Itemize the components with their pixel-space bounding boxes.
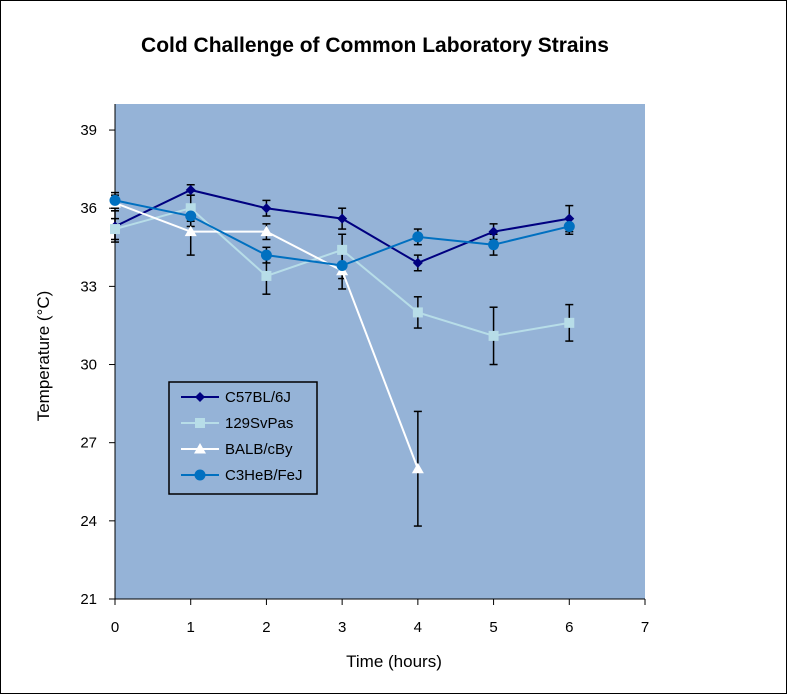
- data-point: [488, 226, 499, 237]
- y-tick-label: 36: [80, 200, 97, 217]
- data-point: [564, 317, 575, 328]
- data-point: [261, 203, 272, 214]
- data-point: [412, 257, 423, 268]
- series-layer: [109, 184, 575, 527]
- y-axis-label: Temperature (°C): [34, 291, 53, 422]
- x-tick-label: 6: [565, 619, 573, 636]
- data-point: [488, 330, 499, 341]
- data-point: [260, 225, 273, 237]
- y-tick-label: 24: [80, 513, 97, 530]
- legend-item: BALB/cBy: [181, 441, 293, 458]
- data-point: [488, 239, 500, 251]
- y-tick-label: 30: [80, 357, 97, 374]
- legend-swatch-marker: [195, 418, 205, 428]
- y-tick-label: 33: [80, 278, 97, 295]
- x-tick-label: 7: [641, 619, 649, 636]
- y-axis: 21 24 27 30 33 36 39: [80, 104, 116, 608]
- data-point: [184, 225, 197, 237]
- data-point: [185, 184, 196, 195]
- data-point: [336, 260, 348, 272]
- legend-item: C57BL/6J: [181, 389, 291, 406]
- x-tick-label: 1: [187, 619, 195, 636]
- data-point: [412, 231, 424, 243]
- data-point: [412, 307, 423, 318]
- legend-label: BALB/cBy: [225, 441, 293, 458]
- data-point: [411, 462, 424, 474]
- legend-swatch-marker: [194, 469, 206, 481]
- plot-area: [115, 104, 645, 599]
- data-point: [260, 249, 272, 261]
- series-points: [109, 184, 575, 474]
- chart-title: Cold Challenge of Common Laboratory Stra…: [141, 34, 609, 57]
- data-point: [185, 203, 196, 214]
- legend-label: C57BL/6J: [225, 389, 291, 406]
- legend-label: C3HeB/FeJ: [225, 467, 303, 484]
- data-point: [337, 213, 348, 224]
- legend-label: 129SvPas: [225, 415, 293, 432]
- x-tick-label: 0: [111, 619, 119, 636]
- data-point: [563, 220, 575, 232]
- data-point: [337, 244, 348, 255]
- data-point: [185, 210, 197, 222]
- y-tick-label: 27: [80, 435, 97, 452]
- y-tick-label: 21: [80, 591, 97, 608]
- data-point: [564, 213, 575, 224]
- x-axis: 0 1 2 3 4 5 6 7: [111, 598, 649, 636]
- x-axis-label: Time (hours): [346, 652, 442, 671]
- legend: C57BL/6J 129SvPas BALB/cBy C3HeB/FeJ: [168, 381, 318, 495]
- x-tick-label: 4: [414, 619, 422, 636]
- y-tick-label: 39: [80, 122, 97, 139]
- data-point: [261, 270, 272, 281]
- legend-swatch-marker: [194, 443, 206, 454]
- legend-item: 129SvPas: [181, 415, 293, 432]
- x-tick-label: 5: [489, 619, 497, 636]
- legend-swatch-marker: [195, 392, 205, 402]
- x-tick-label: 3: [338, 619, 346, 636]
- legend-item: C3HeB/FeJ: [181, 467, 303, 484]
- x-tick-label: 2: [262, 619, 270, 636]
- data-point: [110, 224, 120, 235]
- data-point: [109, 194, 121, 206]
